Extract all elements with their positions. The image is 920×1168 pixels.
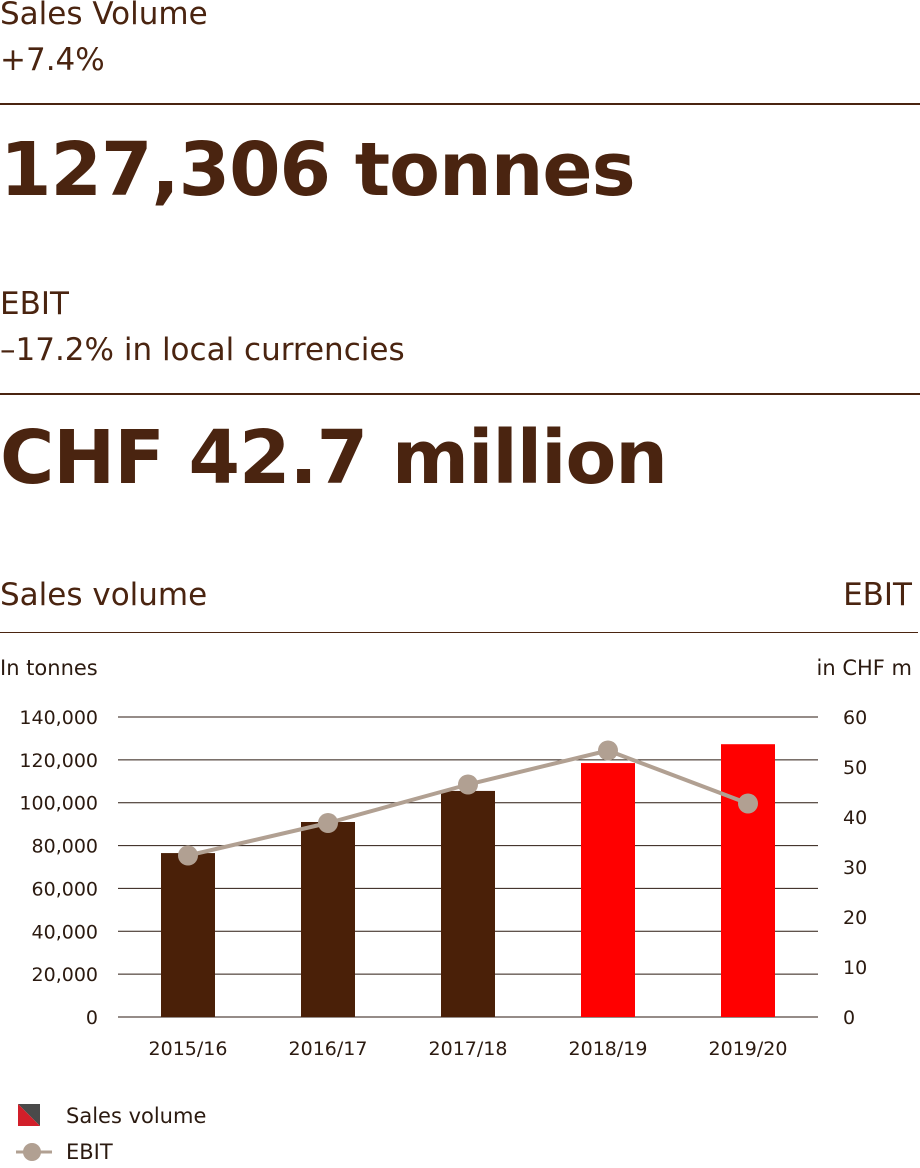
kpi-sales-change: +7.4%	[0, 42, 105, 78]
ebit-point	[738, 793, 758, 814]
ebit-point	[178, 845, 198, 866]
y2-tick-label: 50	[843, 757, 867, 779]
combo-chart: 0 20,000 40,000 60,000 80,000 100,000 120,000 1…	[19, 707, 867, 1060]
y2-tick-label: 20	[843, 907, 867, 929]
kpi-sales-value: 127,306 tonnes	[0, 127, 636, 213]
legend-sales-label: Sales volume	[66, 1104, 207, 1128]
y-tick-label: 120,000	[19, 750, 98, 772]
x-tick-label: 2017/18	[429, 1038, 508, 1060]
kpi-ebit-label: EBIT	[0, 286, 69, 322]
y-tick-label: 140,000	[19, 707, 98, 729]
y2-axis-label: in CHF m	[816, 656, 912, 680]
y2-tick-label: 40	[843, 807, 867, 829]
chart-right-title: EBIT	[843, 577, 912, 613]
chart-left-title: Sales volume	[0, 577, 208, 613]
y-tick-label: 40,000	[32, 921, 98, 943]
y-axis-label: In tonnes	[0, 656, 98, 680]
line-dot-icon	[16, 1140, 52, 1164]
y2-tick-label: 30	[843, 857, 867, 879]
y-tick-label: 80,000	[32, 836, 98, 858]
y-tick-label: 20,000	[32, 964, 98, 986]
bar	[581, 763, 635, 1017]
y-tick-label: 0	[86, 1007, 98, 1029]
split-square-icon	[18, 1104, 40, 1126]
y2-tick-label: 10	[843, 957, 867, 979]
divider	[0, 393, 920, 395]
x-tick-label: 2019/20	[709, 1038, 788, 1060]
x-tick-labels: 2015/16 2016/17 2017/18 2018/19 2019/20	[149, 1038, 788, 1060]
bar	[721, 744, 775, 1017]
bar-series	[161, 744, 775, 1017]
x-tick-label: 2018/19	[569, 1038, 648, 1060]
y-tick-label: 60,000	[32, 878, 98, 900]
kpi-sales-label: Sales Volume	[0, 0, 208, 32]
y2-tick-labels: 0 10 20 30 40 50 60	[843, 707, 867, 1029]
x-tick-label: 2015/16	[149, 1038, 228, 1060]
y2-tick-label: 60	[843, 707, 867, 729]
bar	[161, 853, 215, 1017]
y2-tick-label: 0	[843, 1007, 855, 1029]
ebit-point	[598, 740, 618, 761]
kpi-ebit-value: CHF 42.7 million	[0, 415, 668, 501]
y-tick-label: 100,000	[19, 793, 98, 815]
bar	[441, 790, 495, 1017]
line-series	[178, 740, 758, 866]
ebit-point	[458, 774, 478, 795]
y-tick-labels: 0 20,000 40,000 60,000 80,000 100,000 120,000 1…	[19, 707, 98, 1029]
legend-ebit-label: EBIT	[66, 1140, 113, 1164]
divider	[0, 632, 918, 633]
ebit-point	[318, 813, 338, 833]
bar	[301, 822, 355, 1017]
x-tick-label: 2016/17	[289, 1038, 368, 1060]
kpi-ebit-change: –17.2% in local currencies	[0, 332, 405, 368]
divider	[0, 103, 920, 105]
